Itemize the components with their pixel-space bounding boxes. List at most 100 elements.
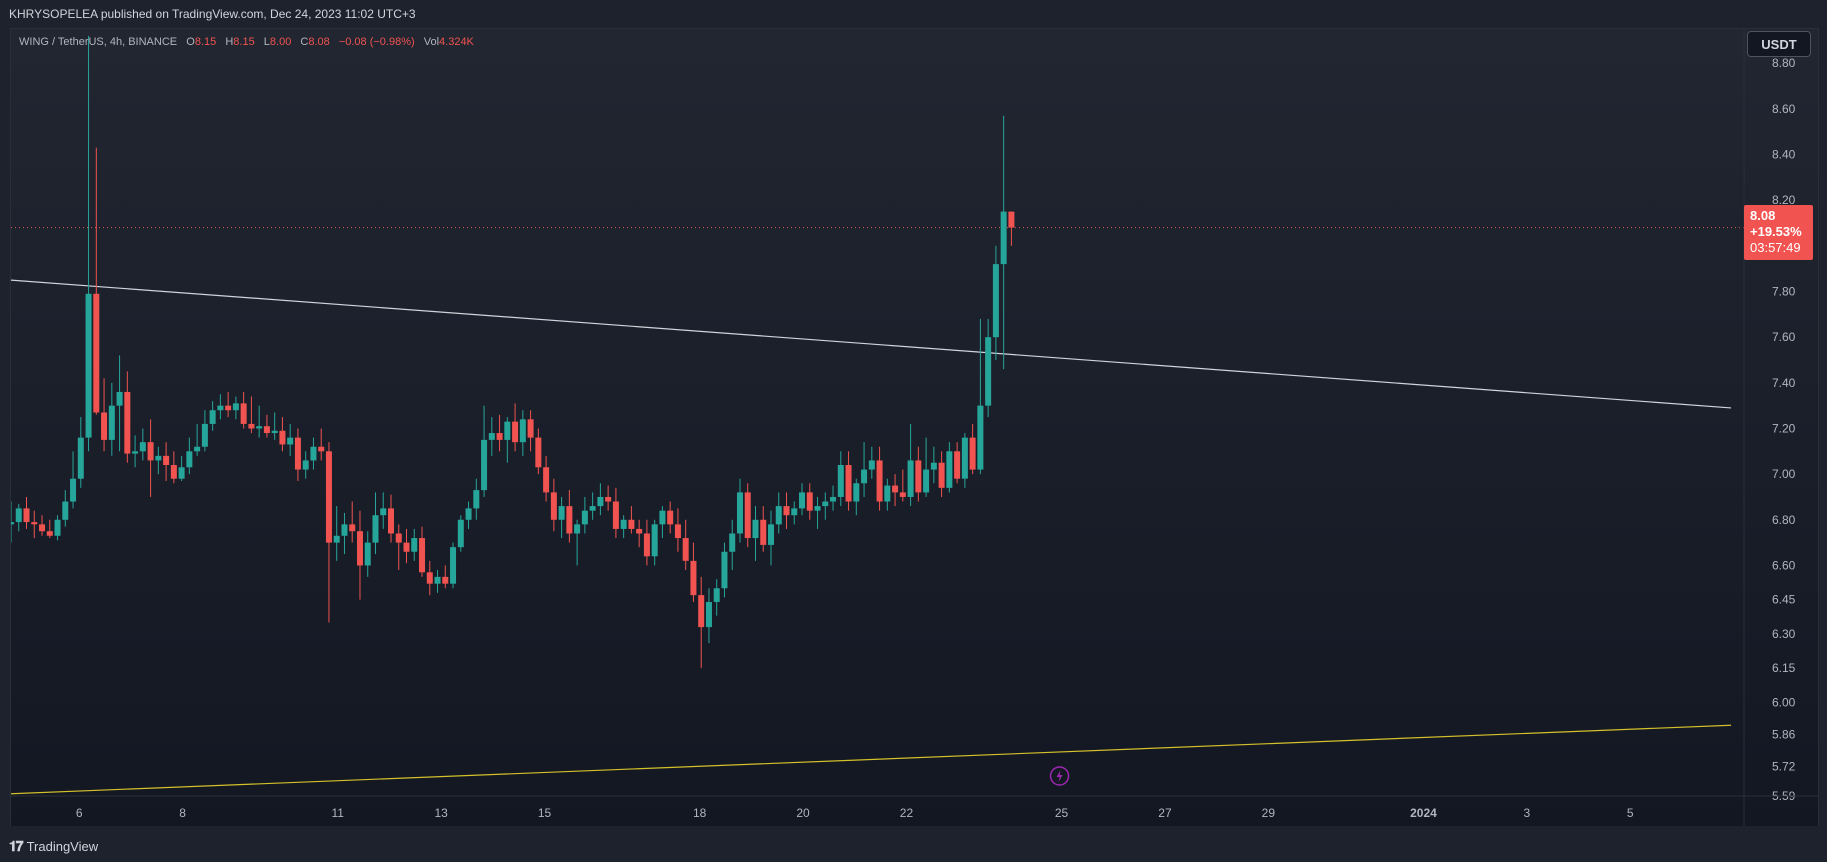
candle-body xyxy=(39,524,46,532)
candle-body xyxy=(814,506,821,511)
candle-body xyxy=(341,524,348,536)
candle-body xyxy=(481,439,488,491)
candle-body xyxy=(969,437,976,470)
candle-body xyxy=(837,465,844,497)
resistance-trendline xyxy=(11,279,1732,409)
candle-body xyxy=(240,403,247,424)
price-tick-label: 8.60 xyxy=(1772,102,1796,116)
candle-body xyxy=(46,531,53,536)
candle-body xyxy=(108,405,115,440)
chart-pane[interactable]: 5.59 5.72 5.86 6.00 6.15 6.30 6.45 6.60 6.80 7.00… xyxy=(10,28,1819,828)
candle-body xyxy=(744,492,751,539)
candle-body xyxy=(519,419,526,443)
candle-body xyxy=(450,547,457,584)
candle-body xyxy=(101,412,108,440)
candle-body xyxy=(325,451,332,543)
open-label: O xyxy=(186,36,195,48)
candle-body xyxy=(907,460,914,497)
candle-body xyxy=(1000,211,1007,265)
candle-body xyxy=(705,601,712,628)
change-value: −0.08 (−0.98%) xyxy=(338,36,415,48)
candle-body xyxy=(954,451,961,479)
candle-body xyxy=(62,501,69,520)
support-trendline xyxy=(11,724,1732,795)
price-chart[interactable]: 5.595.725.866.006.156.306.456.606.807.00… xyxy=(11,29,1818,827)
candle-body xyxy=(682,538,689,561)
candle-body xyxy=(923,469,930,493)
candle-body xyxy=(232,403,239,411)
bottom-bar: 𝟏𝟕 TradingView xyxy=(0,826,1827,862)
brand-label: TradingView xyxy=(26,839,99,854)
candle-body xyxy=(566,506,573,534)
price-tick-label: 5.72 xyxy=(1772,759,1796,773)
candle-body xyxy=(186,451,193,468)
candle-body xyxy=(411,538,418,552)
time-tick-label: 8 xyxy=(179,806,186,820)
candle-body xyxy=(597,496,604,507)
candle-body xyxy=(287,437,294,445)
close-label: C xyxy=(300,36,309,48)
high-value: 8.15 xyxy=(233,36,255,48)
candle-body xyxy=(977,405,984,470)
price-tick-label: 7.20 xyxy=(1772,421,1796,435)
candle-body xyxy=(442,576,449,584)
currency-button[interactable]: USDT xyxy=(1747,31,1811,57)
candle-body xyxy=(132,451,139,454)
candle-body xyxy=(791,508,798,516)
candle-body xyxy=(698,595,705,628)
candle-body xyxy=(85,293,92,438)
candle-body xyxy=(612,501,619,529)
candle-body xyxy=(11,522,14,525)
candle-body xyxy=(985,337,992,406)
overlay-layer xyxy=(1049,766,1070,786)
candle-body xyxy=(201,423,208,447)
candle-body xyxy=(294,437,301,470)
price-tick-label: 6.45 xyxy=(1772,593,1796,607)
candle-body xyxy=(605,496,612,502)
candle-body xyxy=(775,506,782,525)
tradingview-logo[interactable]: 𝟏𝟕 TradingView xyxy=(9,838,98,855)
candle-body xyxy=(729,533,736,552)
symbol-label[interactable]: WING / TetherUS, 4h, BINANCE xyxy=(19,36,178,48)
candle-body xyxy=(372,515,379,543)
candle-body xyxy=(1008,211,1015,228)
candle-body xyxy=(946,451,953,488)
candle-body xyxy=(799,492,806,509)
candle-body xyxy=(356,531,363,566)
last-price-tag: 8.08 +19.53% 03:57:49 xyxy=(1744,205,1813,260)
time-tick-label: 20 xyxy=(796,806,810,820)
candle-body xyxy=(892,485,899,493)
candle-layer xyxy=(11,35,1015,669)
last-price-change: +19.53% xyxy=(1750,224,1802,239)
time-tick-label: 18 xyxy=(693,806,707,820)
event-lightning-icon xyxy=(1049,766,1070,786)
candle-body xyxy=(93,293,100,413)
volume-label: Vol xyxy=(423,36,440,48)
price-tick-label: 7.40 xyxy=(1772,376,1796,390)
candle-body xyxy=(54,519,61,536)
time-tick-label: 5 xyxy=(1627,806,1634,820)
candle-body xyxy=(961,437,968,479)
close-value: 8.08 xyxy=(308,36,330,48)
candle-body xyxy=(31,522,38,525)
candle-body xyxy=(899,492,906,497)
candle-body xyxy=(194,446,201,452)
candle-body xyxy=(434,576,441,584)
candle-body xyxy=(333,535,340,543)
candle-body xyxy=(426,572,433,584)
candle-body xyxy=(496,433,503,440)
candle-body xyxy=(116,391,123,406)
publisher-caption: KHRYSOPELEA published on TradingView.com… xyxy=(9,7,416,21)
price-tick-label: 8.80 xyxy=(1772,56,1796,70)
candle-body xyxy=(628,519,635,529)
candle-body xyxy=(364,542,371,566)
candle-body xyxy=(767,524,774,545)
candle-body xyxy=(558,506,565,520)
time-tick-label: 15 xyxy=(538,806,552,820)
candle-body xyxy=(620,519,627,529)
candle-body xyxy=(550,492,557,520)
high-label: H xyxy=(225,36,234,48)
candle-body xyxy=(279,430,286,445)
candle-body xyxy=(15,508,22,523)
candle-body xyxy=(806,492,813,511)
